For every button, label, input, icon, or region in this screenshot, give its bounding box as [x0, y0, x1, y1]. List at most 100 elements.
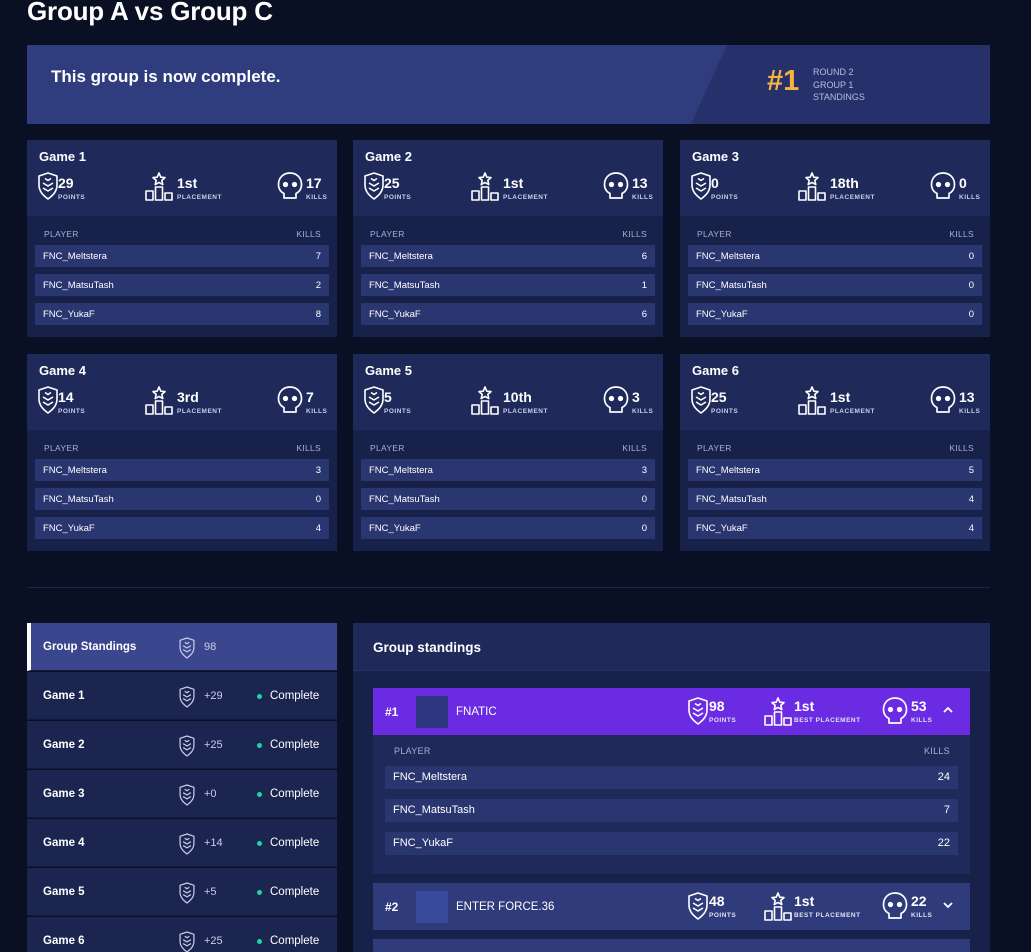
- page-title: Group A vs Group C: [27, 0, 273, 26]
- chevron-down-icon[interactable]: [941, 898, 955, 912]
- sidebar-item-group-standings[interactable]: Group Standings 98: [27, 623, 337, 671]
- player-column-header: PLAYER: [697, 229, 732, 239]
- kills-caption: KILLS: [632, 194, 654, 201]
- placement-caption: PLACEMENT: [830, 194, 875, 201]
- placement-caption: PLACEMENT: [177, 408, 222, 415]
- player-name: FNC_YukaF: [369, 523, 421, 534]
- points-value: 48: [709, 893, 725, 909]
- status-dot: [257, 890, 262, 895]
- player-column-header: PLAYER: [697, 443, 732, 453]
- player-row: FNC_Meltstera 5: [688, 459, 982, 481]
- podium-star-icon: [470, 171, 499, 201]
- team-row[interactable]: [373, 939, 970, 952]
- team-players-panel: PLAYER KILLS FNC_Meltstera 24 FNC_MatsuTash 7…: [373, 735, 970, 874]
- podium-star-icon: [763, 891, 792, 921]
- player-name: FNC_YukaF: [393, 837, 453, 849]
- status-dot: [257, 743, 262, 748]
- team-rank: #2: [385, 900, 399, 914]
- chevron-up-icon[interactable]: [941, 703, 955, 717]
- points-shield-icon: [688, 385, 714, 415]
- player-name: FNC_MatsuTash: [696, 280, 767, 291]
- podium-star-icon: [470, 385, 499, 415]
- points-caption: POINTS: [58, 408, 86, 415]
- kills-value: 0: [959, 175, 967, 191]
- player-kills: 3: [315, 465, 321, 476]
- player-name: FNC_Meltstera: [43, 465, 107, 476]
- kills-value: 53: [911, 698, 927, 714]
- banner-meta-group: GROUP 1: [813, 79, 854, 90]
- banner-meta: ROUND 2 GROUP 1 STANDINGS: [813, 66, 865, 104]
- kills-caption: KILLS: [632, 408, 654, 415]
- sidebar-item-game-3[interactable]: Game 3 +0 Complete: [27, 770, 337, 818]
- status-badge: Complete: [270, 690, 320, 702]
- banner-message: This group is now complete.: [51, 67, 281, 86]
- team-logo: [416, 696, 448, 728]
- player-kills: 0: [641, 523, 647, 534]
- player-kills: 0: [968, 280, 974, 291]
- sidebar-item-label: Game 6: [43, 935, 85, 947]
- points-caption: POINTS: [58, 194, 86, 201]
- sidebar-item-label: Group Standings: [43, 641, 137, 653]
- sidebar-item-points: +29: [204, 690, 223, 702]
- kills-caption: KILLS: [306, 408, 328, 415]
- podium-star-icon: [144, 171, 173, 201]
- player-kills: 24: [937, 771, 950, 783]
- team-name: FNATIC: [456, 706, 497, 718]
- kills-caption: KILLS: [911, 717, 933, 724]
- kills-column-header: KILLS: [622, 229, 647, 239]
- player-column-header: PLAYER: [44, 443, 79, 453]
- player-row: FNC_MatsuTash 4: [688, 488, 982, 510]
- game-card-header: Game 4 14 POINTS 3rd PLACEMENT 7 KILLS: [27, 354, 337, 430]
- status-badge: Complete: [270, 886, 320, 898]
- sidebar-item-points: +25: [204, 935, 223, 947]
- sidebar-item-game-4[interactable]: Game 4 +14 Complete: [27, 819, 337, 867]
- game-card-header: Game 1 29 POINTS 1st PLACEMENT 17 KILLS: [27, 140, 337, 216]
- sidebar-item-game-1[interactable]: Game 1 +29 Complete: [27, 672, 337, 720]
- points-caption: POINTS: [711, 194, 739, 201]
- placement-value: 1st: [830, 389, 851, 405]
- player-kills: 3: [641, 465, 647, 476]
- sidebar-item-game-6[interactable]: Game 6 +25 Complete: [27, 917, 337, 952]
- sidebar-item-label: Game 2: [43, 739, 85, 751]
- placement-value: 10th: [503, 389, 532, 405]
- game-card: Game 5 5 POINTS 10th PLACEMENT 3 KILLS PLAYER KI…: [353, 354, 663, 551]
- team-row[interactable]: #2 ENTER FORCE.36 48 POINTS 1st BEST PLACEMEN…: [373, 883, 970, 930]
- player-row: FNC_YukaF 4: [35, 517, 329, 539]
- game-title: Game 4: [39, 363, 86, 378]
- points-caption: POINTS: [384, 408, 412, 415]
- game-card: Game 6 25 POINTS 1st PLACEMENT 13 KILLS PLAYER K…: [680, 354, 990, 551]
- banner-meta-round: ROUND 2: [813, 67, 854, 77]
- game-card: Game 2 25 POINTS 1st PLACEMENT 13 KILLS PLAYER K…: [353, 140, 663, 337]
- game-card-header: Game 5 5 POINTS 10th PLACEMENT 3 KILLS: [353, 354, 663, 430]
- kills-column-header: KILLS: [949, 229, 974, 239]
- team-rank: #1: [385, 705, 399, 719]
- player-column-header: PLAYER: [370, 443, 405, 453]
- game-card: Game 1 29 POINTS 1st PLACEMENT 17 KILLS PLAYER K…: [27, 140, 337, 337]
- player-row: FNC_Meltstera 3: [35, 459, 329, 481]
- team-row[interactable]: #1 FNATIC 98 POINTS 1st BEST PLACEMENT 53 KILLS: [373, 688, 970, 735]
- sidebar-item-points: 98: [204, 641, 217, 653]
- player-kills: 2: [315, 280, 321, 291]
- player-row: FNC_MatsuTash 2: [35, 274, 329, 296]
- podium-star-icon: [797, 385, 826, 415]
- placement-caption: PLACEMENT: [503, 194, 548, 201]
- points-value: 25: [384, 175, 400, 191]
- player-name: FNC_YukaF: [43, 309, 95, 320]
- standings-title: Group standings: [373, 640, 481, 655]
- player-name: FNC_Meltstera: [43, 251, 107, 262]
- skull-icon: [602, 385, 629, 415]
- kills-column-header: KILLS: [923, 746, 950, 756]
- player-row: FNC_Meltstera 6: [361, 245, 655, 267]
- points-shield-icon: [685, 891, 711, 921]
- player-kills: 8: [315, 309, 321, 320]
- skull-icon: [602, 171, 629, 201]
- sidebar-item-game-5[interactable]: Game 5 +5 Complete: [27, 868, 337, 916]
- sidebar-item-points: +25: [204, 739, 223, 751]
- game-title: Game 5: [365, 363, 412, 378]
- player-name: FNC_MatsuTash: [369, 280, 440, 291]
- player-row: FNC_MatsuTash 0: [361, 488, 655, 510]
- player-kills: 0: [968, 251, 974, 262]
- placement-value: 18th: [830, 175, 859, 191]
- game-title: Game 1: [39, 149, 86, 164]
- sidebar-item-game-2[interactable]: Game 2 +25 Complete: [27, 721, 337, 769]
